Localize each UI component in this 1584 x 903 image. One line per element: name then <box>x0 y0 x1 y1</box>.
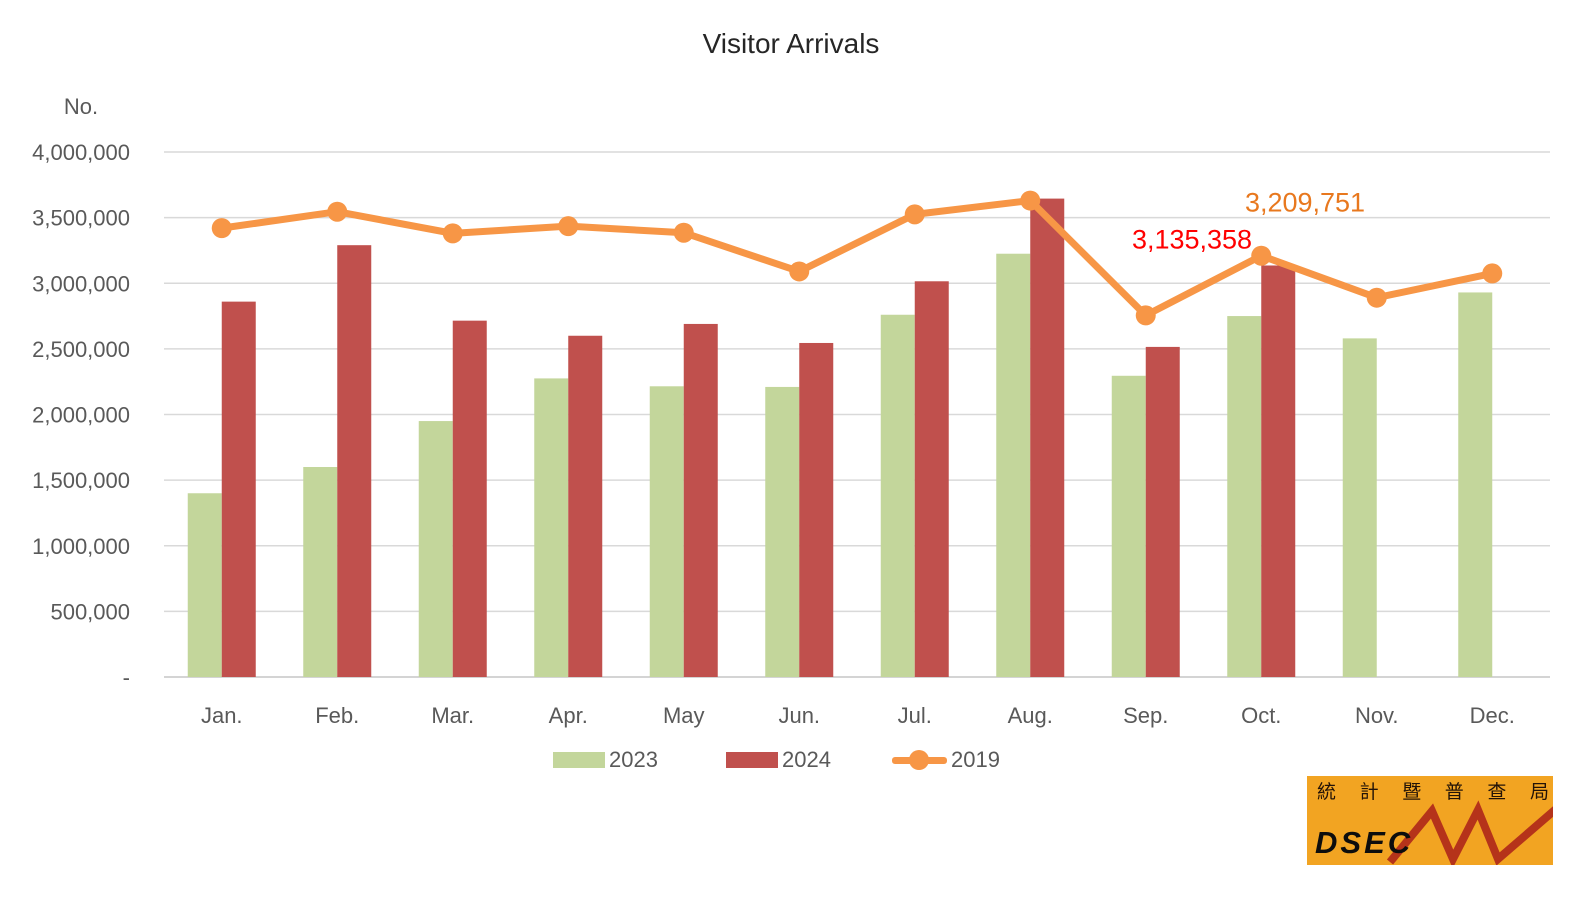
bar-2023-Mar. <box>418 421 453 677</box>
marker-2019-May <box>673 222 694 243</box>
data-label-2019-oct: 3,209,751 <box>1244 187 1366 218</box>
y-tick-label: 3,500,000 <box>32 206 130 231</box>
dsec-logo: 統計 暨普 查局 DSEC <box>1307 776 1553 865</box>
bar-2024-Jun. <box>799 342 834 677</box>
line-2019 <box>218 197 1496 319</box>
x-tick-label: Apr. <box>549 703 588 728</box>
marker-2019-Oct. <box>1251 245 1272 266</box>
bar-2023-Jul. <box>880 314 915 677</box>
legend-label-2023: 2023 <box>609 747 658 772</box>
logo-cjk-char: 查 <box>1487 781 1507 803</box>
bar-2023-Aug. <box>996 253 1031 677</box>
bar-2024-Apr. <box>568 335 603 677</box>
bar-2024-Jan. <box>221 301 256 677</box>
y-tick-label: 500,000 <box>50 599 130 624</box>
legend-label-2024: 2024 <box>782 747 831 772</box>
y-tick-label: - <box>123 665 130 690</box>
bar-2023-Jun. <box>765 386 800 677</box>
x-tick-label: Mar. <box>431 703 474 728</box>
marker-2019-Sep. <box>1135 305 1156 326</box>
bar-2023-Nov. <box>1342 338 1377 677</box>
logo-cjk-char: 局 <box>1529 781 1549 803</box>
bar-2023-Sep. <box>1111 375 1146 677</box>
bar-2023-Oct. <box>1227 316 1262 677</box>
x-tick-label: Sep. <box>1123 703 1168 728</box>
legend-swatch-2023 <box>553 752 605 768</box>
logo-cjk-text: 統計 暨普 查局 <box>1317 780 1549 804</box>
x-tick-label: Oct. <box>1241 703 1281 728</box>
y-tick-label: 2,500,000 <box>32 337 130 362</box>
y-tick-label: 1,500,000 <box>32 468 130 493</box>
y-axis-unit-label: No. <box>63 94 99 119</box>
y-tick-label: 4,000,000 <box>32 140 130 165</box>
x-tick-label: Jul. <box>898 703 932 728</box>
logo-cjk-char: 計 <box>1359 781 1379 803</box>
bar-2024-May <box>683 323 718 677</box>
marker-2019-Apr. <box>558 216 579 237</box>
x-tick-label: Feb. <box>315 703 359 728</box>
bar-2023-Jan. <box>187 493 222 677</box>
legend-label-2019: 2019 <box>951 747 1000 772</box>
legend-item-2024: 2024 <box>726 744 831 776</box>
marker-2019-Aug. <box>1020 190 1041 211</box>
logo-cjk-char: 暨 <box>1402 781 1422 803</box>
x-tick-label: Aug. <box>1008 703 1053 728</box>
x-tick-label: May <box>663 703 705 728</box>
x-tick-label: Jan. <box>201 703 243 728</box>
y-tick-label: 2,000,000 <box>32 403 130 428</box>
y-tick-label: 3,000,000 <box>32 271 130 296</box>
x-tick-label: Dec. <box>1470 703 1515 728</box>
data-label-2024-oct: 3,135,358 <box>1131 224 1253 255</box>
legend-item-2019: 2019 <box>892 744 1000 776</box>
y-tick-label: 1,000,000 <box>32 534 130 559</box>
marker-2019-Feb. <box>327 201 348 222</box>
bar-2023-May <box>649 386 684 677</box>
bar-2024-Feb. <box>337 245 372 677</box>
marker-2019-Jan. <box>211 218 232 239</box>
logo-cjk-char: 普 <box>1444 781 1464 803</box>
bar-2024-Sep. <box>1145 346 1180 677</box>
zigzag-arrow-icon <box>1386 800 1553 865</box>
bar-2023-Apr. <box>534 378 569 677</box>
legend-swatch-2024 <box>726 752 778 768</box>
x-tick-label: Nov. <box>1355 703 1399 728</box>
marker-2019-Nov. <box>1366 287 1387 308</box>
marker-2019-Mar. <box>442 223 463 244</box>
chart-title: Visitor Arrivals <box>702 28 880 59</box>
bar-2024-Aug. <box>1030 198 1065 677</box>
bar-2023-Dec. <box>1458 292 1493 677</box>
legend-line-marker-icon <box>892 750 947 770</box>
bar-2024-Oct. <box>1261 265 1296 677</box>
bar-2024-Jul. <box>914 281 949 677</box>
marker-2019-Dec. <box>1482 263 1503 284</box>
legend-item-2023: 2023 <box>553 744 658 776</box>
bar-2024-Mar. <box>452 320 487 677</box>
logo-dsec-text: DSEC <box>1315 825 1414 860</box>
bar-2023-Feb. <box>303 467 338 677</box>
logo-cjk-char: 統 <box>1317 781 1337 803</box>
x-tick-label: Jun. <box>778 703 820 728</box>
marker-2019-Jun. <box>789 261 810 282</box>
marker-2019-Jul. <box>904 204 925 225</box>
